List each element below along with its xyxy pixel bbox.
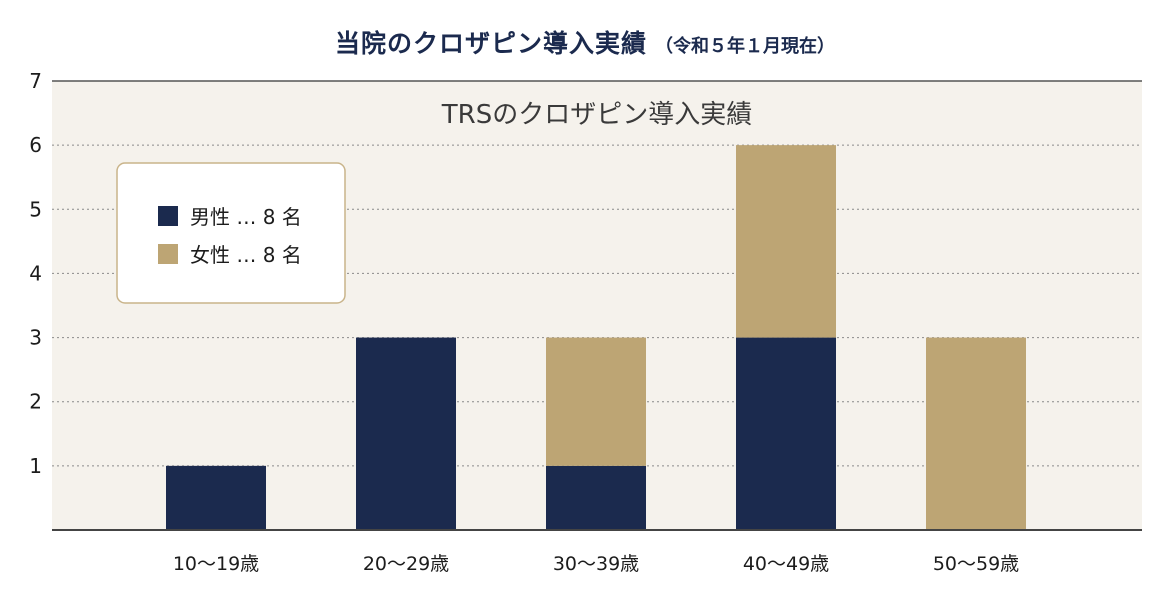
bar-male bbox=[546, 465, 646, 530]
page-title-main: 当院のクロザピン導入実績 bbox=[334, 29, 647, 58]
page-title: 当院のクロザピン導入実績 （令和５年１月現在） bbox=[0, 24, 1170, 60]
bar-female bbox=[546, 337, 646, 466]
bar-male bbox=[356, 337, 456, 530]
y-tick-label: 6 bbox=[29, 133, 42, 157]
y-tick-label: 3 bbox=[29, 326, 42, 350]
bars-layer bbox=[166, 145, 1026, 530]
y-tick-label: 5 bbox=[29, 197, 42, 221]
x-tick-label: 10～19歳 bbox=[173, 553, 259, 575]
y-tick-label: 1 bbox=[29, 454, 42, 478]
legend-label: 男性 … 8 名 bbox=[190, 205, 302, 229]
y-tick-label: 7 bbox=[29, 69, 42, 93]
legend-box bbox=[116, 162, 346, 304]
legend: 男性 … 8 名女性 … 8 名 bbox=[116, 162, 346, 304]
x-tick-label: 30～39歳 bbox=[553, 553, 639, 575]
x-tick-label: 50～59歳 bbox=[933, 553, 1019, 575]
y-tick-label: 2 bbox=[29, 390, 42, 414]
page-title-subtitle: （令和５年１月現在） bbox=[655, 36, 835, 57]
x-tick-label: 40～49歳 bbox=[743, 553, 829, 575]
legend-swatch-male bbox=[158, 206, 178, 226]
chart-title: TRSのクロザピン導入実績 bbox=[441, 100, 752, 130]
bar-female bbox=[926, 337, 1026, 530]
x-tick-label: 20～29歳 bbox=[363, 553, 449, 575]
y-tick-label: 4 bbox=[29, 261, 42, 285]
axis-layer: 1 2 3 4 5 6 7 10～19歳 20～29歳 30～39歳 40～49歳 50～59歳 bbox=[29, 69, 1142, 575]
bar-male bbox=[166, 465, 266, 530]
bar-female bbox=[736, 145, 836, 338]
bar-male bbox=[736, 337, 836, 530]
legend-label: 女性 … 8 名 bbox=[190, 243, 302, 267]
legend-swatch-female bbox=[158, 244, 178, 264]
